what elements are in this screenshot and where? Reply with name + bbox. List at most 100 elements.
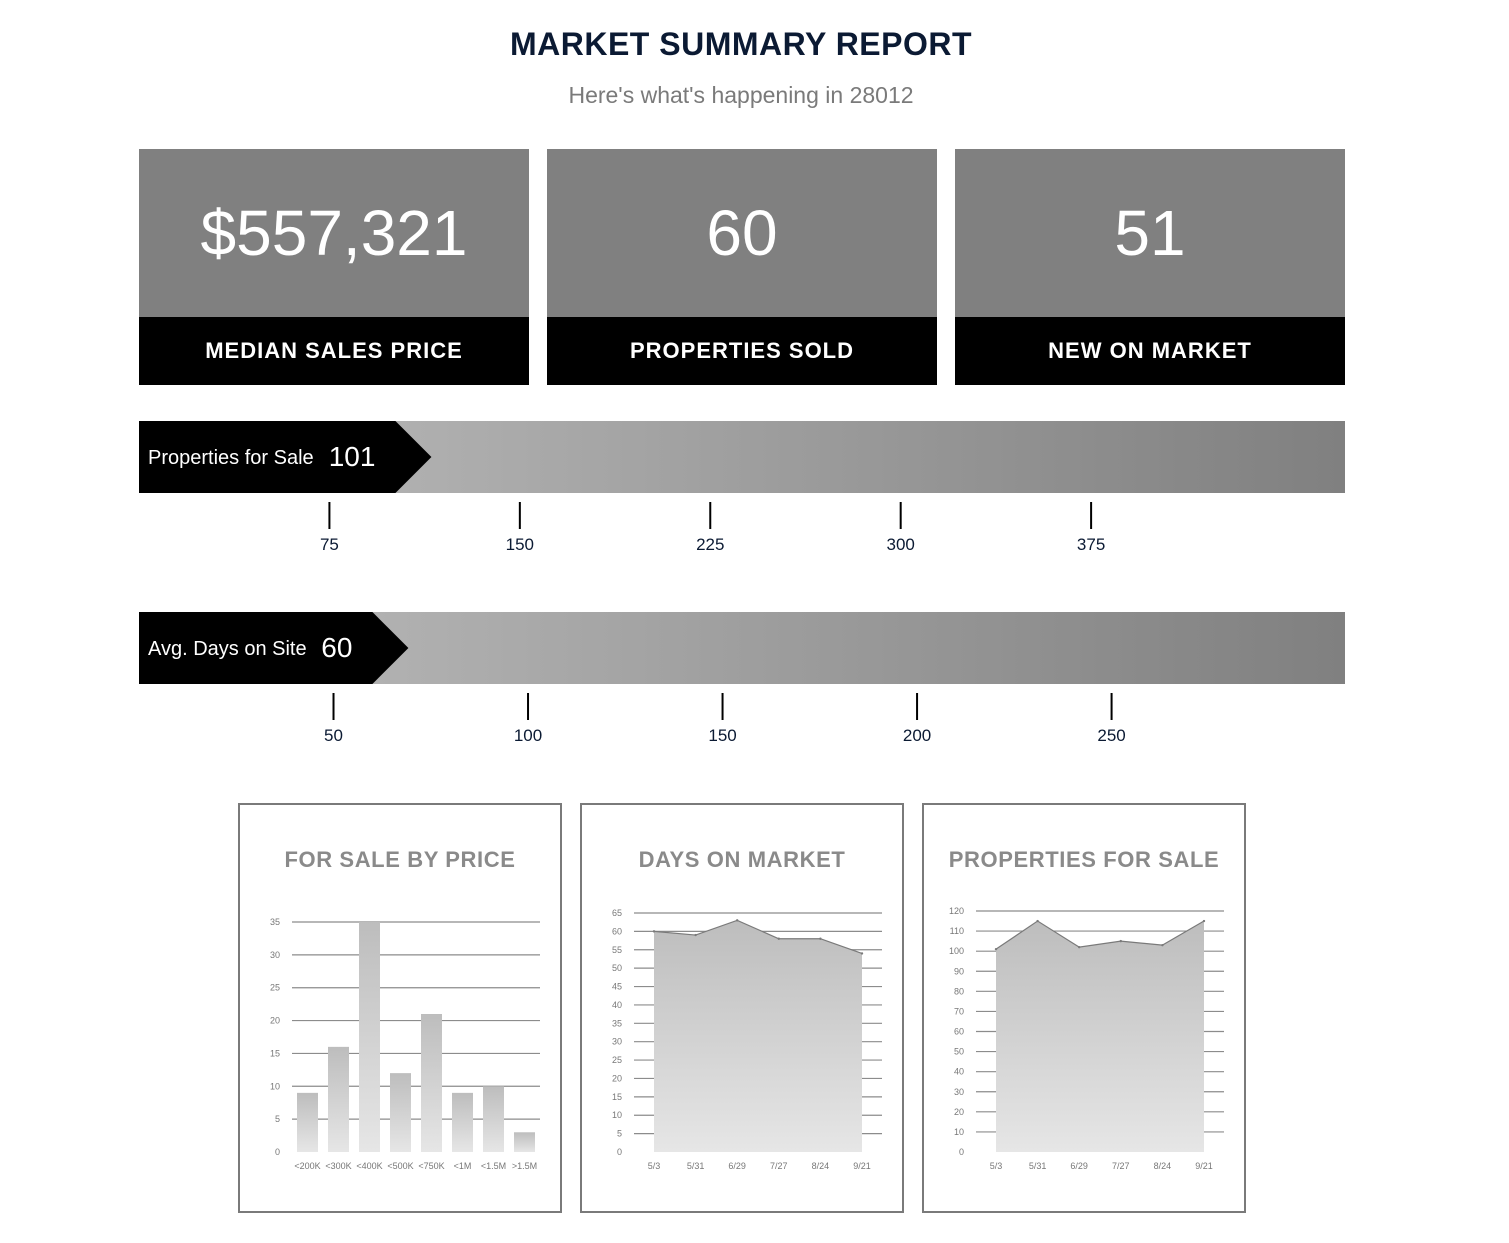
avg-days-on-site-bar: Avg. Days on Site 60 50 100 150 200 250 xyxy=(139,612,1345,745)
x-tick-label: 5/31 xyxy=(1029,1161,1047,1171)
x-tick-label: 9/21 xyxy=(853,1161,871,1171)
chart-card-days-on-market: DAYS ON MARKET 0 5 10 15 20 25 30 35 40 45 50 55 60 6… xyxy=(580,803,904,1213)
days-on-market-chart: 0 5 10 15 20 25 30 35 40 45 50 55 60 65 5/3 5/31 6/29 7/2… xyxy=(612,908,882,1171)
x-tick-label: <400K xyxy=(356,1161,382,1171)
x-tick-label: <300K xyxy=(325,1161,351,1171)
y-tick-label: 35 xyxy=(270,917,280,927)
x-tick-label: 6/29 xyxy=(728,1161,746,1171)
gauge-fill xyxy=(139,421,432,493)
x-tick-label: <500K xyxy=(387,1161,413,1171)
chart-card-properties-for-sale: PROPERTIES FOR SALE 0 10 20 30 40 50 60 70 80 90 1… xyxy=(922,803,1246,1213)
x-tick-label: 5/3 xyxy=(648,1161,661,1171)
gauge-tick-label: 75 xyxy=(320,535,339,554)
page-subtitle: Here's what's happening in 28012 xyxy=(568,82,914,108)
y-tick-label: 80 xyxy=(954,986,964,996)
stat-label: NEW ON MARKET xyxy=(955,317,1345,385)
y-tick-label: 120 xyxy=(949,906,964,916)
y-tick-label: 0 xyxy=(959,1147,964,1157)
data-point xyxy=(1119,939,1122,943)
data-point xyxy=(1078,945,1081,949)
y-tick-label: 45 xyxy=(612,982,622,992)
stat-value: 51 xyxy=(955,149,1345,317)
x-tick-label: 7/27 xyxy=(770,1161,788,1171)
y-tick-label: 60 xyxy=(612,926,622,936)
bar xyxy=(297,1092,318,1152)
gauge-tick-label: 250 xyxy=(1097,726,1125,745)
properties-for-sale-bar: Properties for Sale 101 75 150 225 300 375 xyxy=(139,421,1345,554)
gauge-tick-label: 225 xyxy=(696,535,724,554)
bar xyxy=(359,922,380,1152)
bar xyxy=(514,1132,535,1152)
stat-card-median-sales-price: $557,321 MEDIAN SALES PRICE xyxy=(139,149,529,385)
y-tick-label: 20 xyxy=(270,1016,280,1026)
y-tick-label: 10 xyxy=(612,1110,622,1120)
y-tick-label: 0 xyxy=(617,1147,622,1157)
x-tick-label: 9/21 xyxy=(1195,1161,1213,1171)
chart-card-for-sale-by-price: FOR SALE BY PRICE 0 5 10 15 20 25 30 35 <200K <30… xyxy=(238,803,562,1213)
gauge-tick-label: 200 xyxy=(903,726,931,745)
y-tick-label: 15 xyxy=(612,1092,622,1102)
y-tick-label: 55 xyxy=(612,945,622,955)
x-tick-label: 5/31 xyxy=(687,1161,705,1171)
stat-label: PROPERTIES SOLD xyxy=(547,317,937,385)
area-fill xyxy=(654,920,862,1152)
x-tick-label: 5/3 xyxy=(990,1161,1003,1171)
y-tick-label: 40 xyxy=(954,1067,964,1077)
chart-title: PROPERTIES FOR SALE xyxy=(948,847,1220,872)
data-point xyxy=(1202,919,1206,923)
data-point xyxy=(694,933,697,937)
data-point xyxy=(994,947,998,951)
y-tick-label: 20 xyxy=(612,1073,622,1083)
bar xyxy=(483,1086,504,1152)
bar xyxy=(390,1073,411,1152)
bar xyxy=(452,1092,473,1152)
stat-card-properties-sold: 60 PROPERTIES SOLD xyxy=(547,149,937,385)
x-tick-label: 8/24 xyxy=(1154,1161,1172,1171)
y-tick-label: 30 xyxy=(954,1087,964,1097)
y-tick-label: 35 xyxy=(612,1018,622,1028)
y-tick-label: 40 xyxy=(612,1000,622,1010)
stat-card-new-on-market: 51 NEW ON MARKET xyxy=(955,149,1345,385)
y-tick-label: 50 xyxy=(612,963,622,973)
data-point xyxy=(736,919,739,922)
y-tick-label: 30 xyxy=(612,1037,622,1047)
for-sale-by-price-chart: 0 5 10 15 20 25 30 35 <200K <300K <400K <500K <750K <… xyxy=(270,917,540,1171)
bar xyxy=(328,1046,349,1152)
data-point xyxy=(1036,919,1039,923)
x-tick-label: 6/29 xyxy=(1070,1161,1088,1171)
stat-label: MEDIAN SALES PRICE xyxy=(139,317,529,385)
gauge-tick-label: 100 xyxy=(514,726,542,745)
gauge-tick-label: 150 xyxy=(506,535,534,554)
y-tick-label: 15 xyxy=(270,1048,280,1058)
gauge-fill xyxy=(139,612,409,684)
gauge-value: 101 xyxy=(329,441,376,472)
x-tick-label: 7/27 xyxy=(1112,1161,1130,1171)
gauge-tick-label: 375 xyxy=(1077,535,1105,554)
x-tick-label: <200K xyxy=(294,1161,320,1171)
y-tick-label: 50 xyxy=(954,1047,964,1057)
gauge-label: Avg. Days on Site xyxy=(148,638,307,660)
y-tick-label: 10 xyxy=(270,1081,280,1091)
gauge-tick-label: 150 xyxy=(708,726,736,745)
properties-for-sale-chart: 0 10 20 30 40 50 60 70 80 90 100 110 120 5/3 5/31 6/29 7… xyxy=(949,906,1224,1171)
y-tick-label: 20 xyxy=(954,1107,964,1117)
x-tick-label: <1.5M xyxy=(481,1161,506,1171)
y-tick-label: 0 xyxy=(275,1147,280,1157)
gauge-label: Properties for Sale xyxy=(148,447,314,469)
stat-value: 60 xyxy=(547,149,937,317)
area-line xyxy=(653,919,863,955)
gauge-tick-label: 50 xyxy=(324,726,343,745)
chart-title: FOR SALE BY PRICE xyxy=(284,847,516,872)
y-tick-label: 30 xyxy=(270,950,280,960)
bar xyxy=(421,1014,442,1152)
y-tick-label: 110 xyxy=(950,926,964,936)
data-point xyxy=(1161,943,1164,947)
x-tick-label: 8/24 xyxy=(812,1161,830,1171)
x-tick-label: >1.5M xyxy=(512,1161,537,1171)
gauge-tick-label: 300 xyxy=(886,535,914,554)
area-line xyxy=(995,920,1205,950)
data-point xyxy=(777,937,780,940)
gauge-value: 60 xyxy=(321,632,352,663)
stat-value: $557,321 xyxy=(139,149,529,317)
chart-title: DAYS ON MARKET xyxy=(638,847,846,872)
